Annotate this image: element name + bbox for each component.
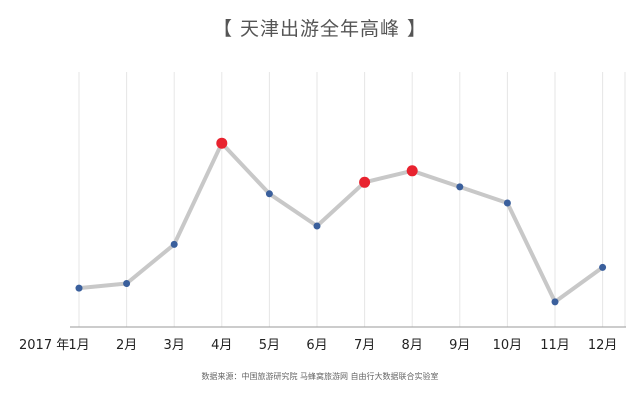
- data-point: [170, 240, 178, 248]
- highlight-point: [216, 137, 228, 149]
- data-point: [75, 284, 83, 292]
- highlight-point: [359, 176, 371, 188]
- year-label: 2017 年: [19, 338, 69, 353]
- x-tick-label: 9月: [449, 338, 470, 353]
- data-points: [75, 137, 607, 306]
- x-tick-label: 4月: [211, 338, 232, 353]
- x-tick-label: 10月: [493, 338, 523, 353]
- data-point: [599, 263, 607, 271]
- chart-title: 【 天津出游全年高峰 】: [212, 18, 428, 40]
- grid-lines: [78, 72, 626, 327]
- x-tick-label: 7月: [354, 338, 375, 353]
- data-point: [551, 298, 559, 306]
- data-point: [503, 199, 511, 207]
- highlight-point: [406, 165, 418, 177]
- x-tick-labels: 1月 2月 3月 4月 5月 6月 7月 8月 9月 10月 11月 12月: [68, 338, 617, 353]
- x-tick-label: 8月: [402, 338, 423, 353]
- x-tick-label: 3月: [164, 338, 185, 353]
- data-point: [456, 183, 464, 191]
- x-tick-label: 5月: [259, 338, 280, 353]
- data-point: [123, 280, 131, 287]
- series-line: [77, 141, 605, 304]
- x-tick-label: 11月: [540, 338, 570, 353]
- data-source-note: 数据来源：中国旅游研究院 马蜂窝旅游网 自由行大数据联合实验室: [201, 372, 439, 381]
- data-point: [313, 222, 321, 230]
- x-tick-label: 1月: [68, 338, 89, 353]
- x-tick-label: 6月: [306, 338, 327, 353]
- x-tick-label: 12月: [588, 338, 618, 353]
- data-point: [265, 190, 273, 198]
- x-tick-label: 2月: [116, 338, 137, 353]
